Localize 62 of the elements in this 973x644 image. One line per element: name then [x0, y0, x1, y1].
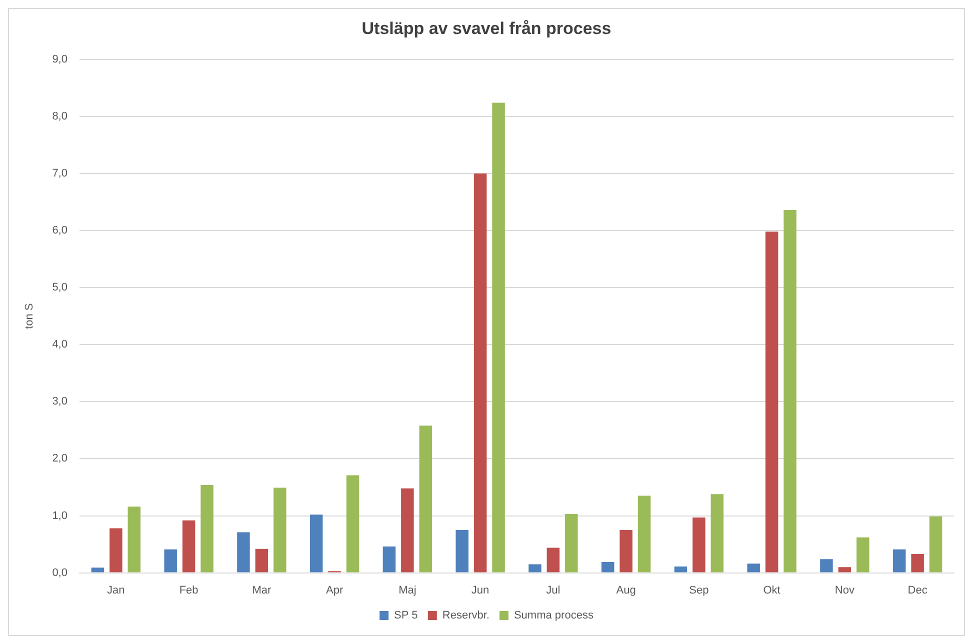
y-tick-label: 9,0: [52, 53, 68, 66]
bar: [892, 549, 906, 572]
bar: [929, 516, 942, 572]
x-tick-label: Apr: [326, 584, 344, 596]
y-tick-label: 3,0: [52, 396, 68, 408]
bar: [419, 426, 432, 572]
x-tick-label: Feb: [179, 584, 198, 596]
x-tick-label: Jan: [107, 584, 125, 596]
bar: [382, 546, 396, 572]
bar: [274, 488, 286, 572]
bar: [784, 210, 796, 572]
x-tick-label: Jun: [471, 584, 490, 596]
x-tick-label: Mar: [252, 584, 272, 596]
bar: [638, 496, 651, 572]
bar: [310, 514, 323, 572]
y-tick-label: 5,0: [52, 282, 68, 294]
x-tick-label: Okt: [763, 584, 780, 596]
bar: [674, 566, 688, 572]
bar: [346, 475, 360, 572]
y-tick-label: 7,0: [52, 168, 68, 180]
bar: [601, 562, 614, 572]
x-tick-label: Dec: [908, 584, 928, 596]
bar: [565, 514, 578, 572]
bar: [620, 530, 632, 572]
y-tick-label: 0,0: [52, 566, 68, 579]
legend-label: Summa process: [514, 610, 594, 622]
chart-title: Utsläpp av svavel från process: [362, 18, 612, 38]
bar: [838, 567, 852, 572]
x-tick-label: Nov: [834, 584, 855, 596]
bar: [492, 102, 505, 572]
bar: [237, 532, 250, 572]
y-tick-label: 6,0: [52, 224, 68, 237]
y-tick-label: 8,0: [52, 110, 68, 122]
bar: [747, 564, 760, 572]
bar: [91, 568, 104, 572]
x-tick-label: Aug: [616, 584, 636, 596]
bar: [164, 549, 177, 572]
y-tick-label: 2,0: [52, 452, 68, 465]
bar: [546, 548, 560, 572]
bar: [692, 517, 706, 572]
y-tick-label: 1,0: [52, 510, 68, 522]
bar: [911, 554, 924, 572]
bar: [182, 520, 196, 572]
bar: [255, 548, 268, 572]
bar: [456, 530, 468, 572]
bar: [128, 506, 141, 572]
x-tick-label: Sep: [689, 584, 709, 596]
bar: [710, 494, 724, 572]
legend-label: SP 5: [394, 610, 418, 622]
y-axis-title: ton S: [24, 303, 36, 329]
bar: [110, 528, 122, 572]
bar: [820, 559, 833, 572]
bar: [765, 232, 778, 572]
bar: [401, 488, 414, 572]
bar: [474, 173, 487, 572]
y-tick-label: 4,0: [52, 338, 68, 351]
x-tick-label: Jul: [546, 584, 560, 596]
bar: [856, 537, 870, 572]
legend-label: Reservbr.: [442, 610, 490, 622]
bar: [200, 484, 214, 572]
bar: [528, 564, 542, 572]
x-tick-label: Maj: [398, 584, 416, 596]
